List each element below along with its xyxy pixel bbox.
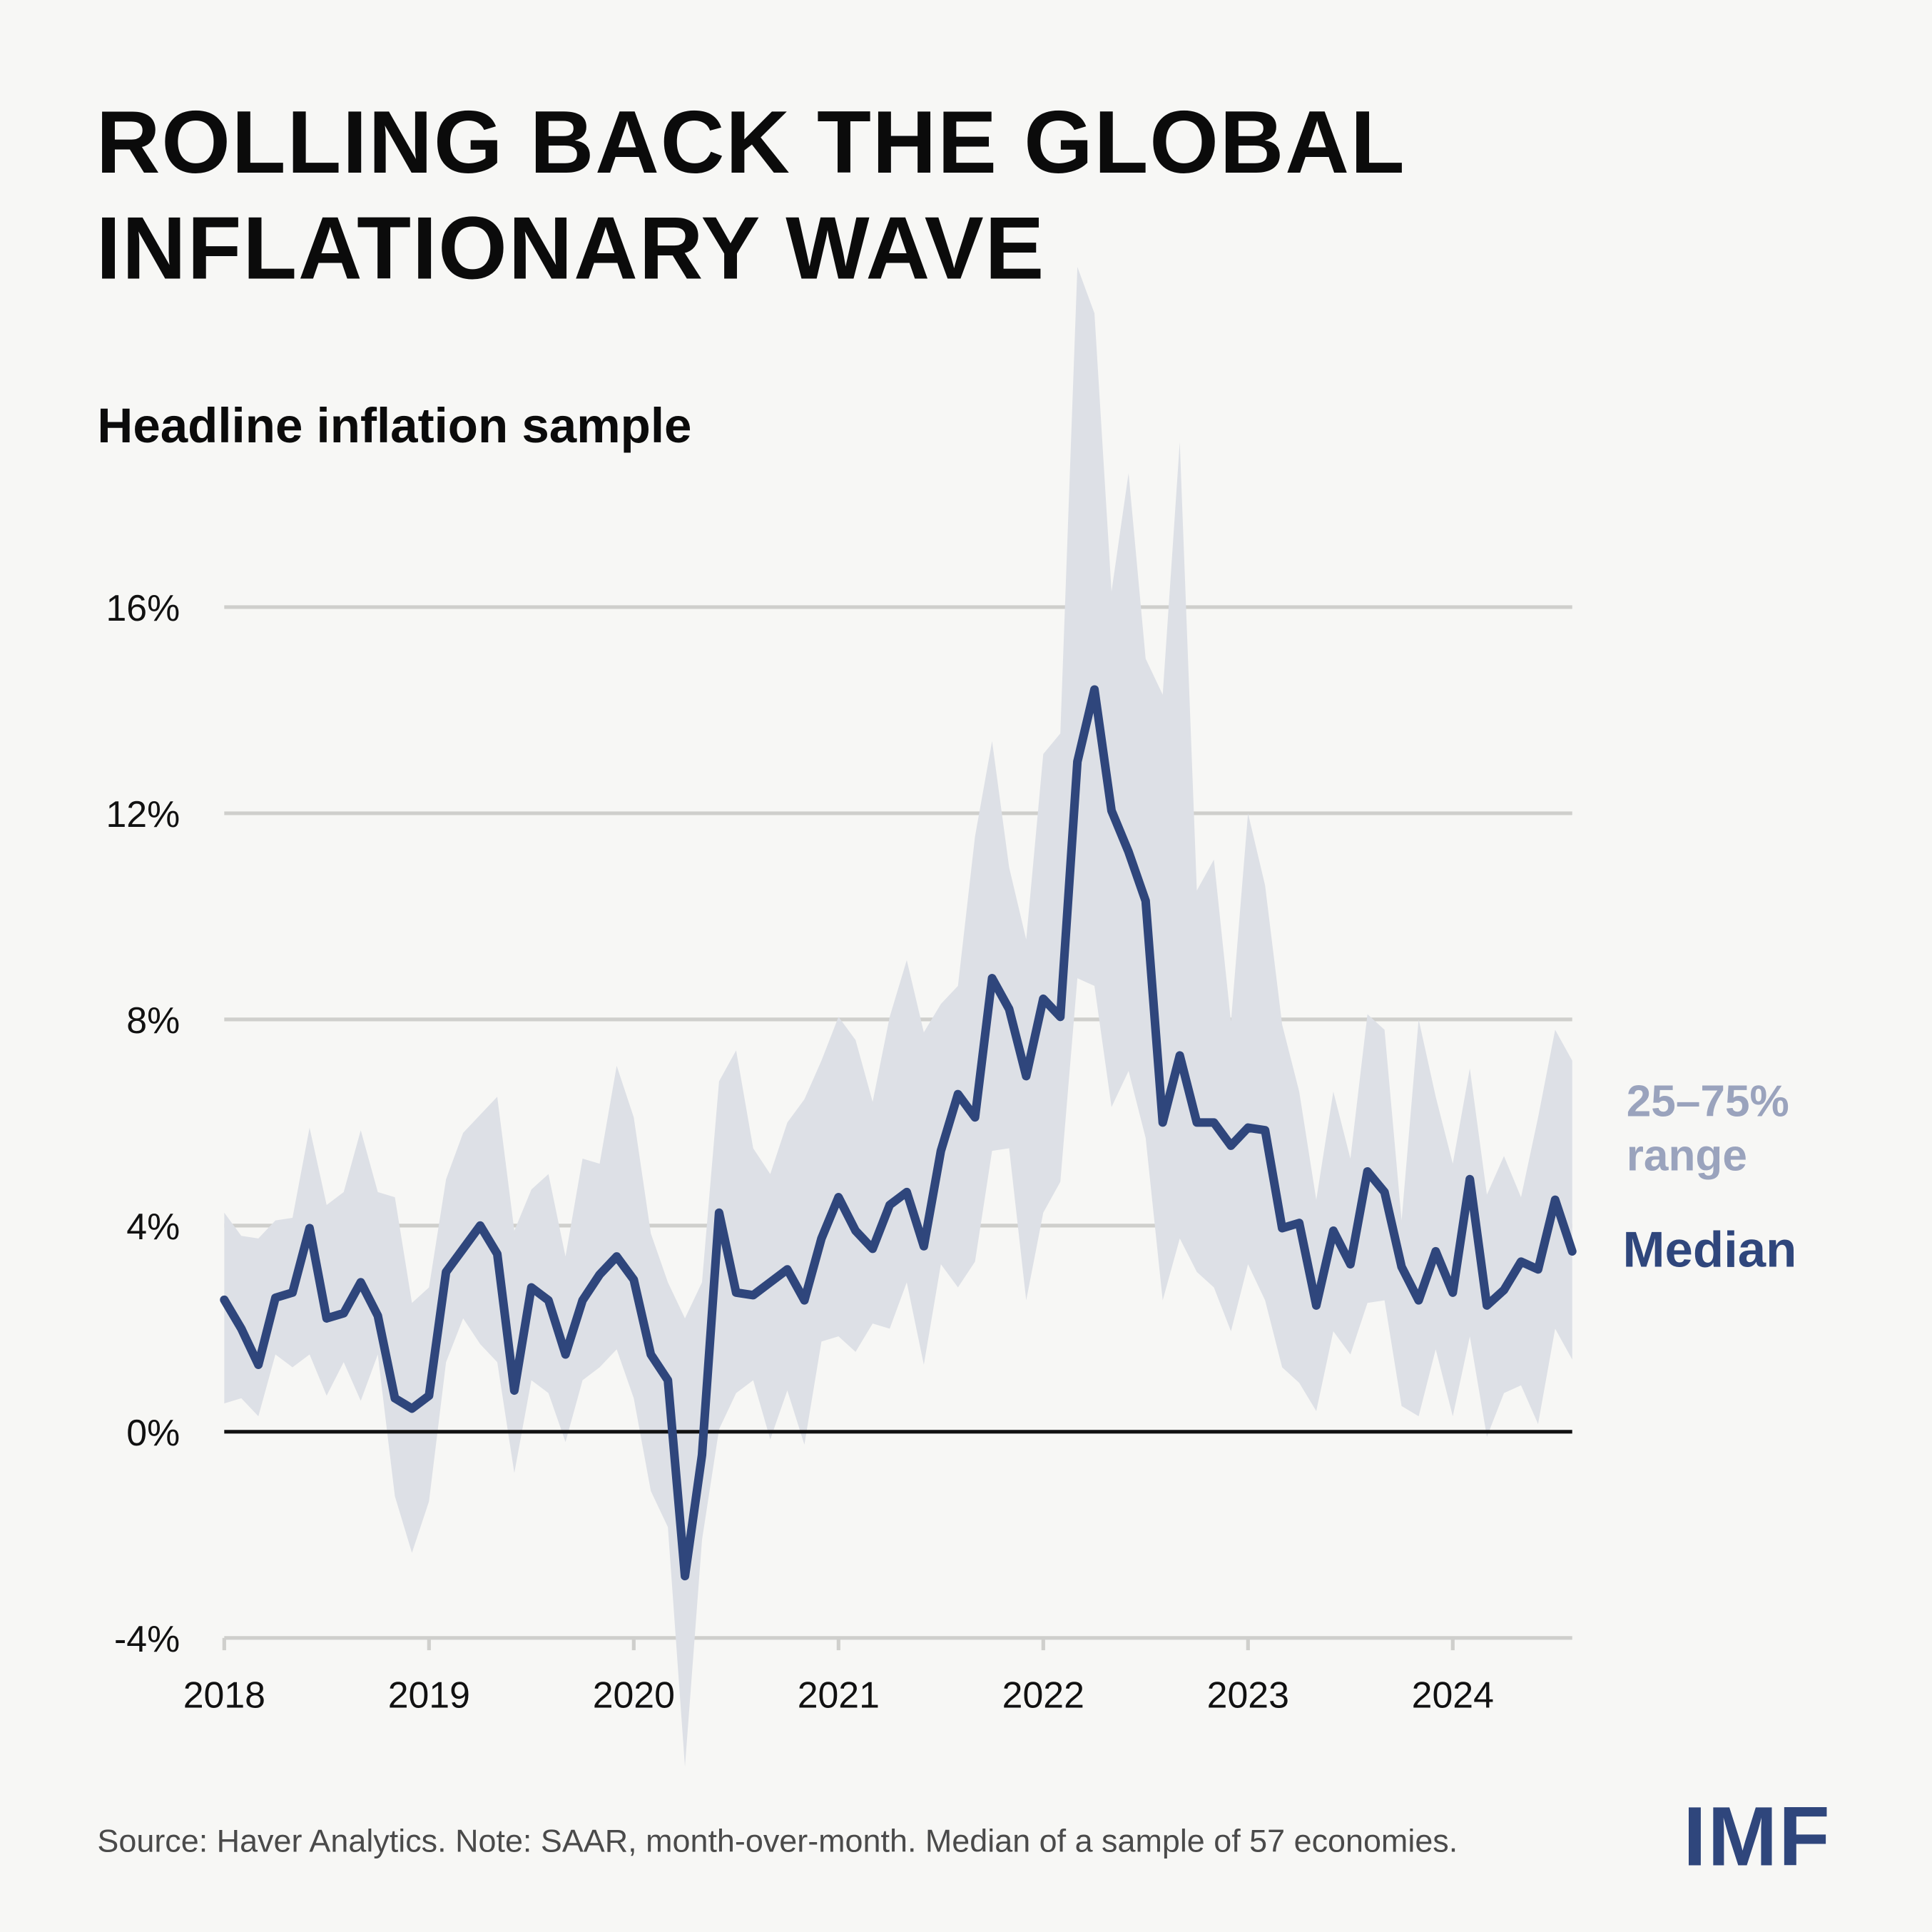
- title-line-1: ROLLING BACK THE GLOBAL: [96, 93, 1406, 193]
- band-label-line-1: 25–75%: [1627, 1077, 1789, 1127]
- chart-subtitle: Headline inflation sample: [97, 399, 692, 454]
- y-tick-label: 12%: [106, 793, 180, 835]
- median-line: [220, 685, 1577, 1581]
- x-tick-label: 2018: [183, 1674, 265, 1716]
- y-tick-label: 8%: [126, 1000, 180, 1041]
- band-label-line-2: range: [1627, 1132, 1747, 1181]
- y-tick-label: 4%: [126, 1206, 180, 1247]
- x-tick-label: 2023: [1207, 1674, 1289, 1716]
- y-tick-label: 16%: [106, 587, 180, 629]
- source-note: Source: Haver Analytics. Note: SAAR, mon…: [97, 1822, 1458, 1860]
- median-label: Median: [1623, 1221, 1797, 1278]
- y-tick-label: -4%: [114, 1618, 180, 1659]
- band-25-75-range: [224, 267, 1572, 1767]
- x-tick-label: 2021: [798, 1674, 880, 1716]
- y-tick-label: 0%: [126, 1412, 180, 1453]
- x-tick-label: 2019: [388, 1674, 470, 1716]
- x-tick-label: 2022: [1002, 1674, 1084, 1716]
- title-line-2: INFLATIONARY WAVE: [96, 199, 1046, 298]
- imf-logo: IMF: [1683, 1790, 1831, 1884]
- x-tick-label: 2024: [1412, 1674, 1494, 1716]
- x-tick-label: 2020: [593, 1674, 675, 1716]
